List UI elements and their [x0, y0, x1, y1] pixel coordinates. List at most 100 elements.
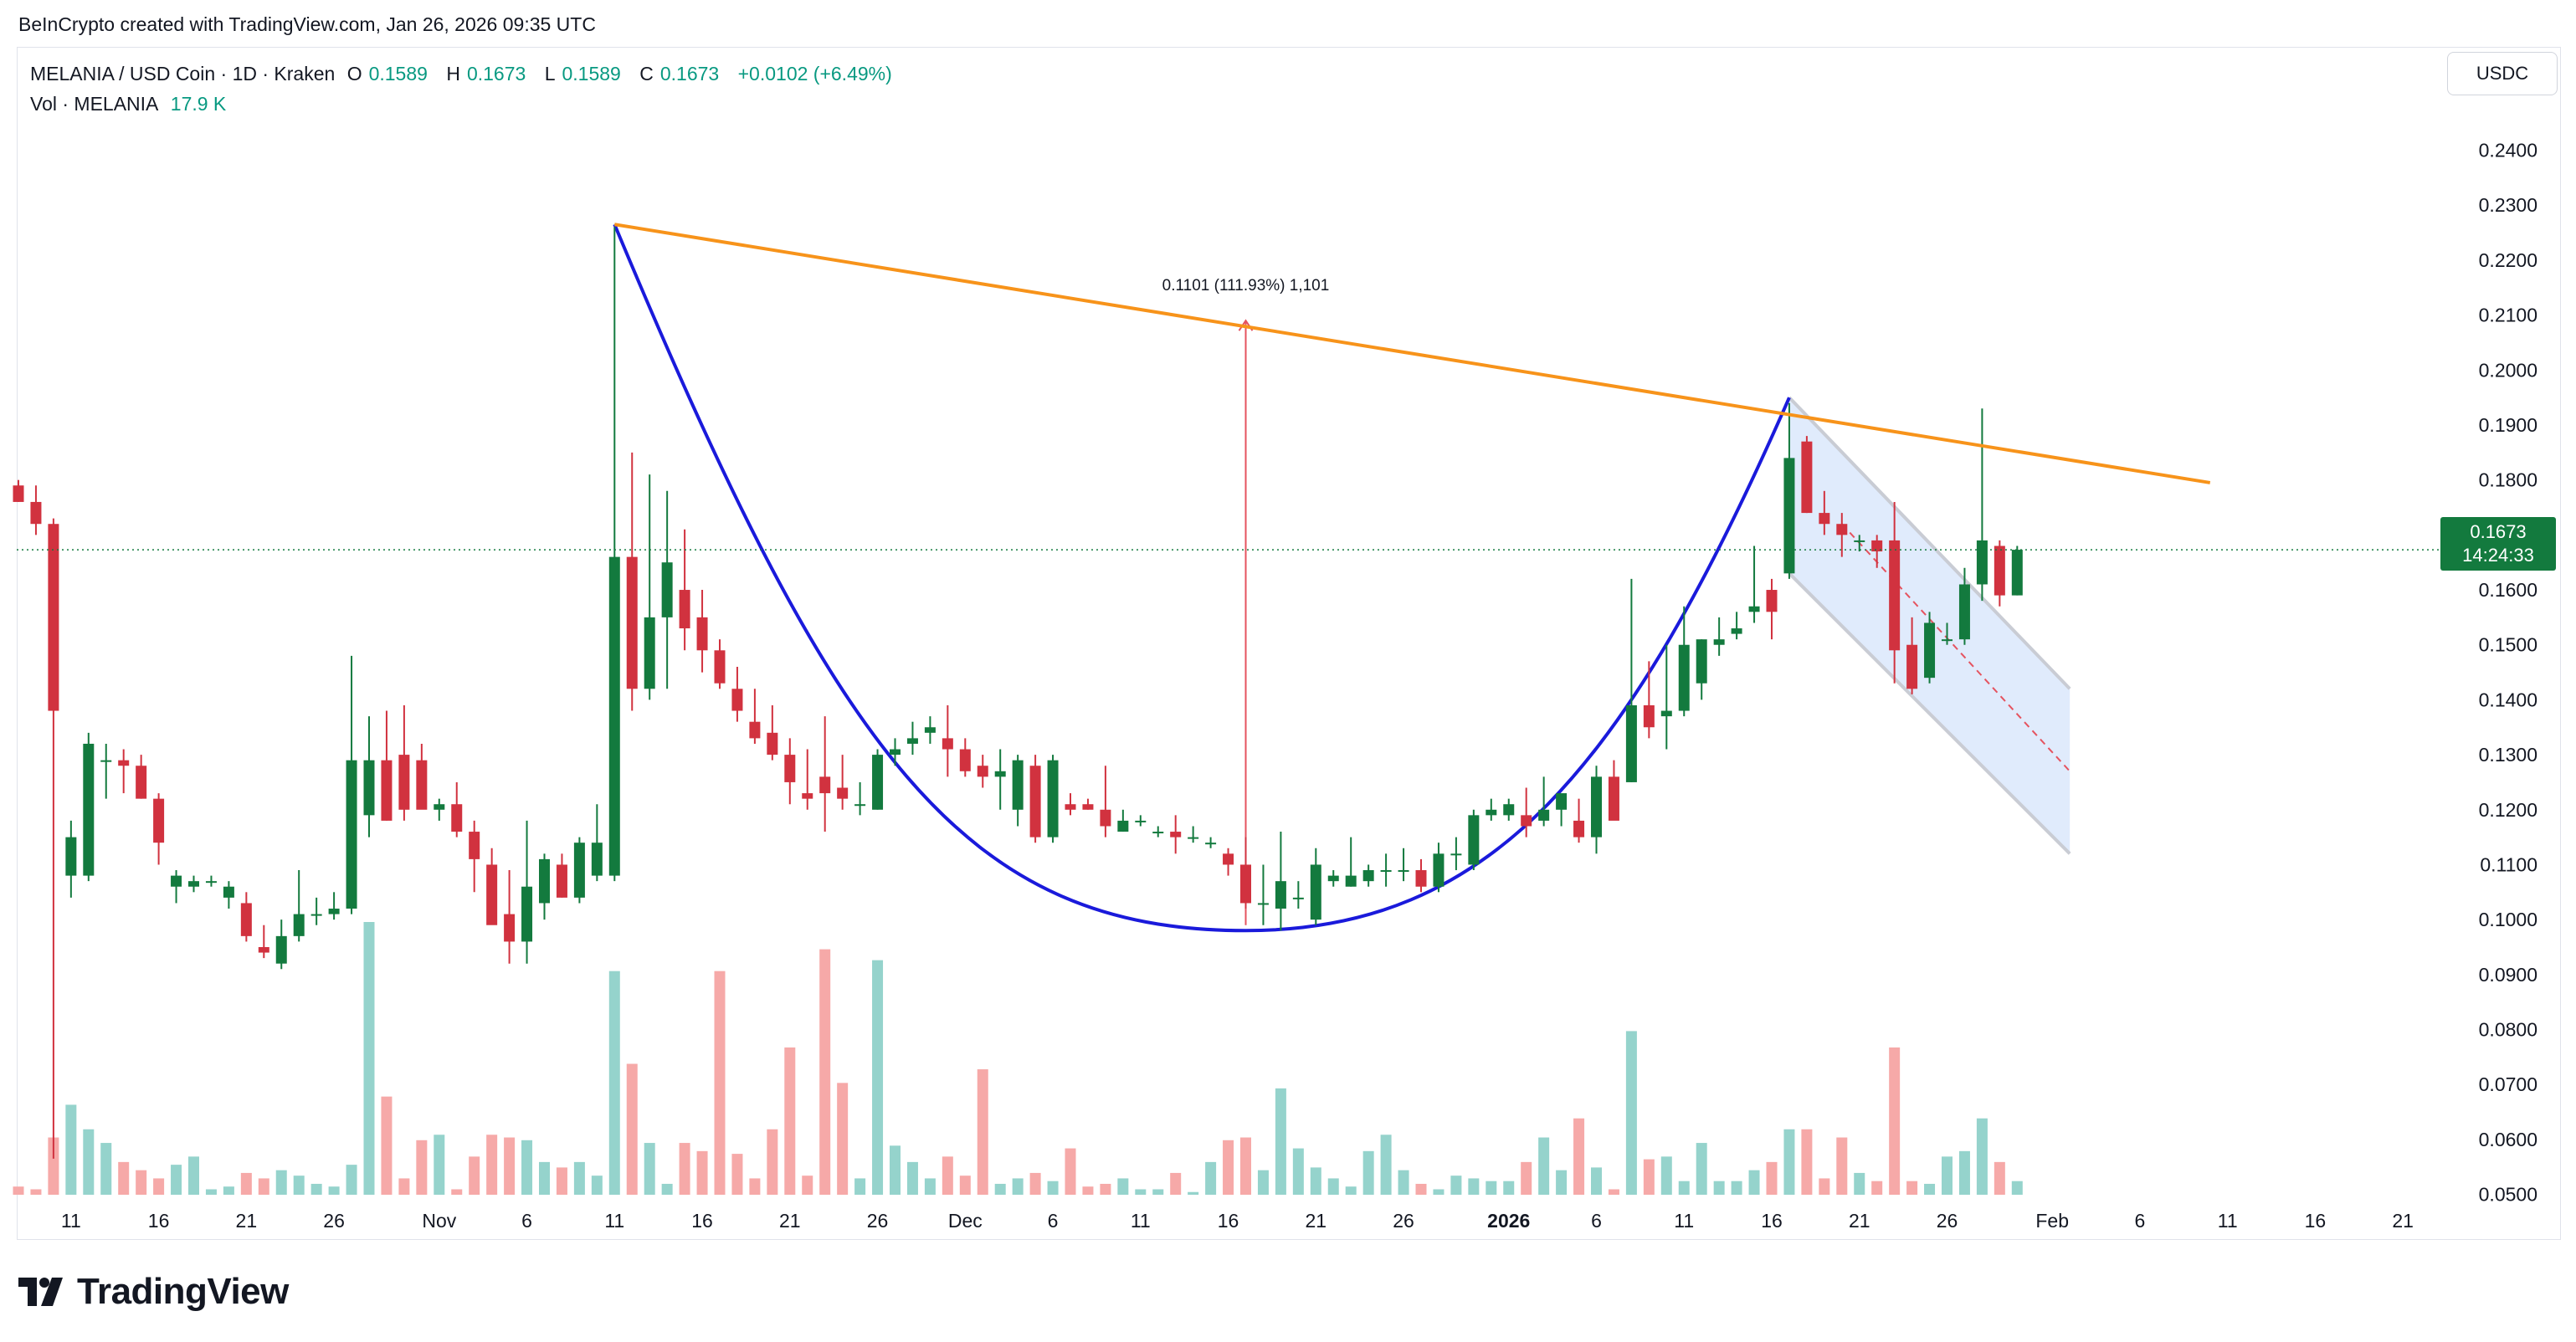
candle-body[interactable]	[1836, 524, 1848, 535]
candle-body[interactable]	[1643, 704, 1655, 728]
candle-body[interactable]	[696, 617, 708, 651]
symbol-title[interactable]: MELANIA / USD Coin · 1D · Kraken	[30, 63, 336, 85]
candle-body[interactable]	[1556, 793, 1568, 810]
candle-body[interactable]	[1486, 809, 1497, 816]
candle-body[interactable]	[1450, 853, 1462, 856]
candle-body[interactable]	[1696, 639, 1707, 684]
candle-body[interactable]	[1766, 590, 1778, 612]
candle-body[interactable]	[1029, 766, 1041, 837]
candle-body[interactable]	[1240, 864, 1251, 904]
candle-body[interactable]	[1345, 875, 1357, 887]
candle-body[interactable]	[1433, 853, 1445, 887]
candle-body[interactable]	[2011, 550, 2023, 596]
candle-body[interactable]	[1117, 820, 1129, 832]
candle-body[interactable]	[591, 843, 603, 876]
candle-body[interactable]	[1503, 804, 1515, 816]
candle-body[interactable]	[1468, 815, 1480, 865]
candle-body[interactable]	[223, 886, 234, 898]
candle-body[interactable]	[1012, 760, 1024, 810]
candle-body[interactable]	[1292, 897, 1304, 899]
candle-body[interactable]	[83, 743, 95, 876]
candle-body[interactable]	[714, 650, 726, 684]
candle-body[interactable]	[1100, 809, 1111, 827]
candle-body[interactable]	[65, 837, 77, 876]
candle-body[interactable]	[118, 760, 130, 766]
candle-body[interactable]	[416, 760, 428, 810]
candle-body[interactable]	[1170, 832, 1182, 837]
candle-body[interactable]	[1660, 710, 1672, 717]
candle-body[interactable]	[1748, 606, 1760, 612]
candle-body[interactable]	[171, 875, 182, 887]
candle-body[interactable]	[924, 727, 936, 733]
candle-body[interactable]	[258, 946, 269, 953]
candle-body[interactable]	[1871, 540, 1883, 552]
cup-curve-line[interactable]	[613, 223, 1791, 933]
candle-body[interactable]	[1135, 820, 1147, 822]
candle-body[interactable]	[1398, 870, 1409, 873]
candle-body[interactable]	[626, 556, 638, 689]
candle-body[interactable]	[1924, 622, 1936, 679]
candle-body[interactable]	[890, 749, 901, 756]
candle-body[interactable]	[469, 832, 480, 859]
candle-body[interactable]	[1275, 881, 1286, 909]
candle-body[interactable]	[1713, 639, 1725, 645]
candle-body[interactable]	[1906, 644, 1918, 689]
candle-body[interactable]	[205, 881, 217, 884]
candle-body[interactable]	[100, 760, 112, 762]
candle-body[interactable]	[363, 760, 375, 816]
candle-body[interactable]	[521, 886, 533, 942]
candle-body[interactable]	[486, 864, 498, 925]
candle-body[interactable]	[310, 914, 322, 916]
candle-body[interactable]	[1801, 441, 1813, 514]
candle-body[interactable]	[1205, 843, 1217, 845]
candle-body[interactable]	[1065, 804, 1076, 810]
candle-body[interactable]	[1942, 639, 1953, 642]
candle-body[interactable]	[819, 776, 831, 794]
candle-body[interactable]	[977, 766, 988, 777]
candle-body[interactable]	[1994, 546, 2005, 596]
candle-body[interactable]	[608, 556, 620, 876]
candle-body[interactable]	[994, 771, 1006, 777]
candle-body[interactable]	[398, 755, 410, 810]
volume-label[interactable]: Vol · MELANIA	[30, 93, 159, 115]
candle-body[interactable]	[1538, 809, 1550, 821]
candle-body[interactable]	[1521, 815, 1532, 827]
candle-body[interactable]	[1223, 853, 1234, 865]
candle-body[interactable]	[644, 617, 655, 689]
candle-body[interactable]	[153, 798, 165, 843]
candle-body[interactable]	[1854, 540, 1865, 542]
candle-body[interactable]	[346, 760, 357, 909]
candle-body[interactable]	[1591, 776, 1602, 837]
channel-lower-line[interactable]	[1788, 571, 2071, 855]
currency-selector-button[interactable]: USDC	[2447, 52, 2558, 95]
candle-body[interactable]	[802, 793, 813, 799]
candle-body[interactable]	[451, 804, 463, 832]
candle-body[interactable]	[556, 864, 567, 898]
candle-body[interactable]	[1257, 903, 1269, 905]
candle-body[interactable]	[1625, 704, 1637, 782]
candle-body[interactable]	[1608, 776, 1619, 821]
candle-body[interactable]	[1976, 540, 1988, 585]
candle-body[interactable]	[1958, 584, 1970, 640]
candle-body[interactable]	[1152, 832, 1164, 834]
candle-body[interactable]	[679, 590, 690, 629]
candle-body[interactable]	[48, 524, 59, 711]
candle-body[interactable]	[240, 903, 252, 936]
candle-body[interactable]	[872, 755, 884, 810]
trendline-line[interactable]	[613, 223, 2211, 484]
candle-body[interactable]	[1082, 804, 1094, 810]
candle-body[interactable]	[767, 732, 778, 756]
candle-body[interactable]	[1188, 837, 1199, 839]
candle-body[interactable]	[1362, 870, 1374, 882]
candle-body[interactable]	[434, 804, 445, 810]
candle-body[interactable]	[381, 760, 393, 821]
candle-body[interactable]	[30, 501, 42, 525]
tradingview-logo[interactable]: TradingView	[18, 1265, 289, 1319]
candle-body[interactable]	[959, 749, 971, 771]
candle-body[interactable]	[293, 914, 305, 936]
channel-upper-line[interactable]	[1788, 396, 2071, 690]
candle-body[interactable]	[1783, 458, 1795, 574]
candle-body[interactable]	[188, 881, 199, 887]
candle-body[interactable]	[1678, 644, 1690, 711]
